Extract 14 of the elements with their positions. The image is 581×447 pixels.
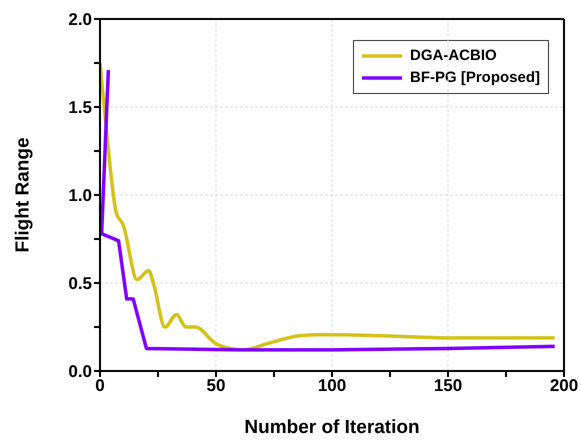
- y-tick-label: 2.0: [68, 10, 92, 30]
- y-axis-title: Flight Range: [12, 137, 34, 253]
- x-tick-label: 100: [318, 376, 346, 396]
- y-tick-label: 1.5: [68, 98, 92, 118]
- x-tick-label: 150: [434, 376, 462, 396]
- legend-label: DGA-ACBIO: [410, 46, 497, 66]
- x-axis-title: Number of Iteration: [244, 417, 420, 438]
- x-tick-label: 50: [206, 376, 226, 396]
- x-tick-label: 200: [550, 376, 578, 396]
- y-tick-label: 1.0: [68, 186, 92, 206]
- y-tick-label: 0.0: [68, 362, 92, 382]
- legend-label: BF-PG [Proposed]: [410, 68, 540, 88]
- x-tick-label: 0: [95, 376, 105, 396]
- y-tick-label: 0.5: [68, 274, 92, 294]
